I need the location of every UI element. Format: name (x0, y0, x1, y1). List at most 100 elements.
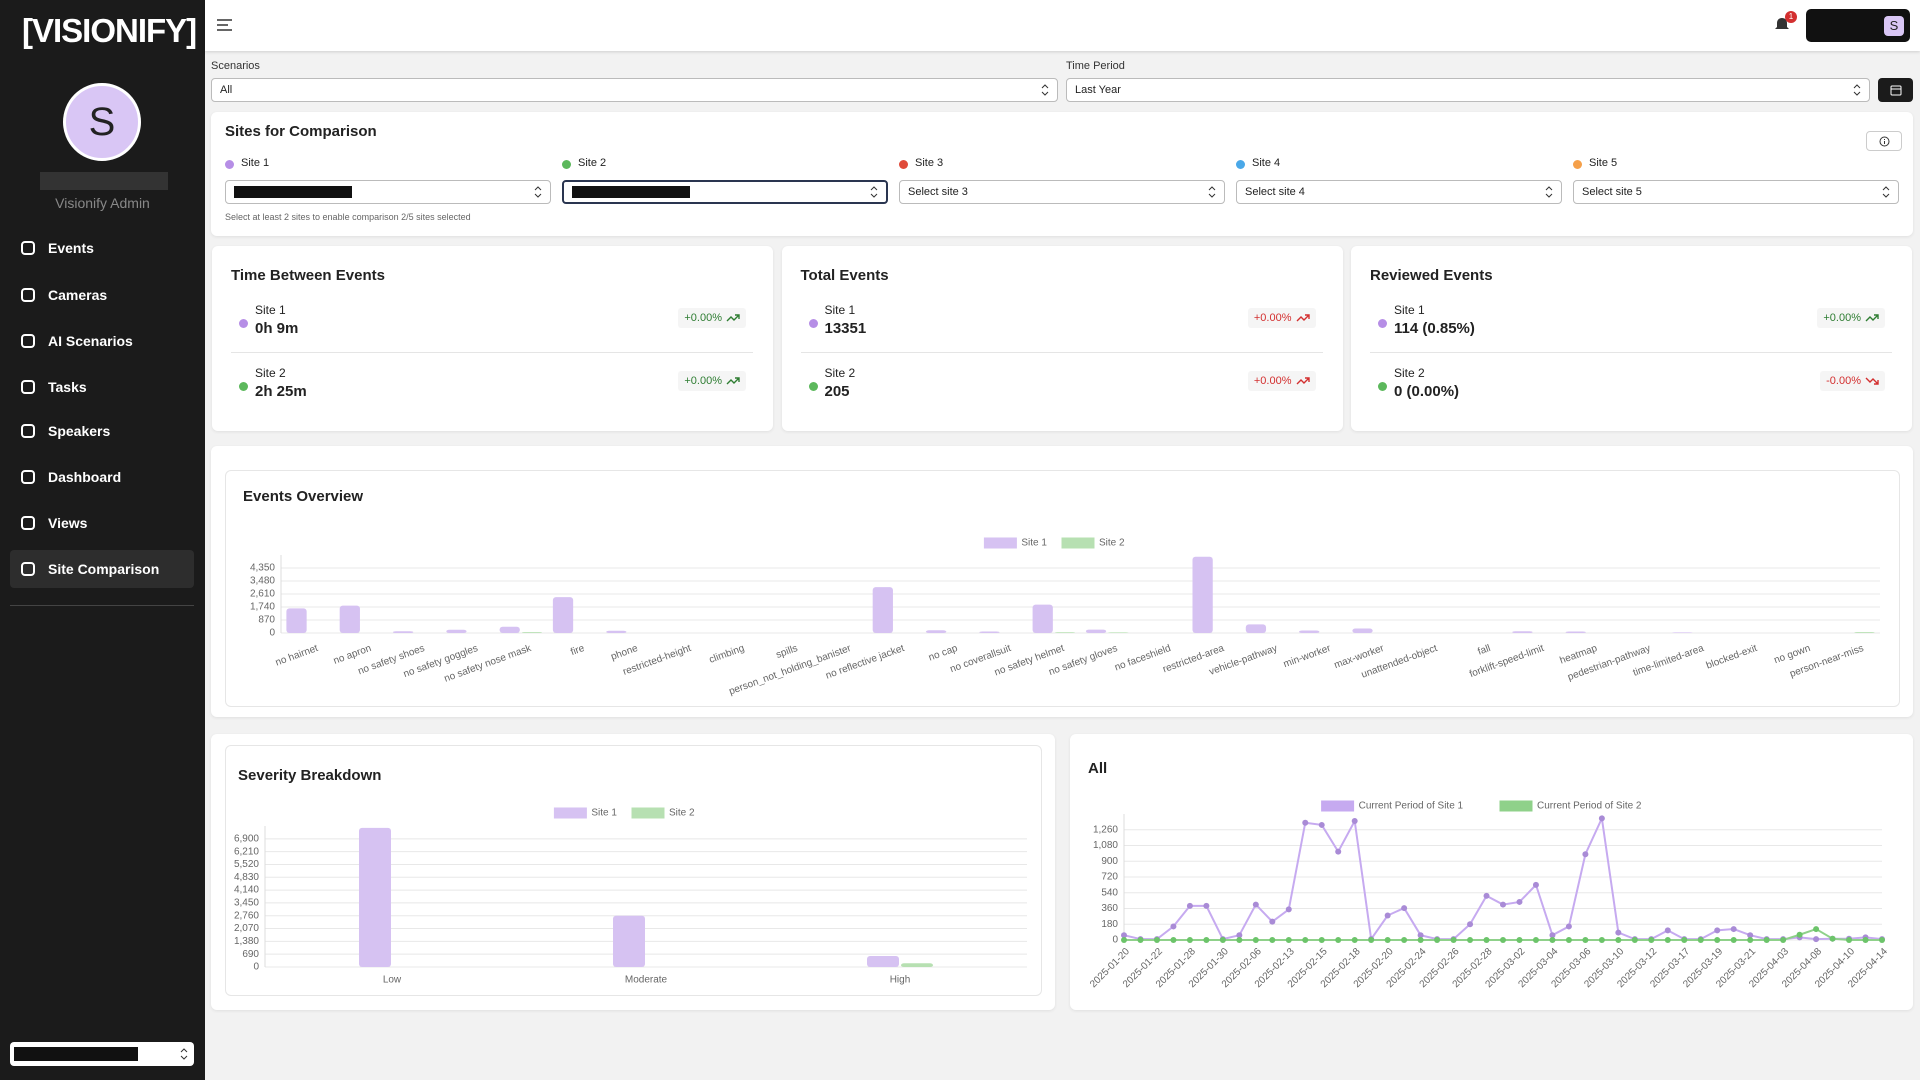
redacted (234, 186, 352, 198)
change-badge: +0.00% (678, 371, 746, 391)
nav-icon (21, 470, 35, 484)
trend-icon (726, 314, 740, 322)
chevron (1853, 84, 1861, 96)
site-select[interactable]: Select site 3 (899, 180, 1225, 204)
row-site: Site 2 (255, 366, 286, 380)
nav-item[interactable]: AI Scenarios (10, 322, 194, 360)
site-dot (808, 319, 818, 328)
row-value: 13351 (824, 320, 867, 337)
divider (800, 352, 1323, 353)
sites-card: Sites for Comparison Site 1 Site 2 Site 3 S… (211, 112, 1913, 236)
nav-icon (21, 380, 35, 394)
site-select[interactable] (562, 180, 888, 204)
nav-label: Events (48, 240, 94, 256)
nav-icon (21, 516, 35, 530)
chart-panel (225, 745, 1042, 996)
site-dot (808, 382, 818, 391)
trend-card: All (1070, 734, 1913, 1010)
nav-item[interactable]: Views (10, 504, 194, 542)
nav-icon (21, 334, 35, 348)
card-title: Total Events (800, 267, 889, 284)
site-dot (225, 160, 234, 169)
chevron (534, 186, 542, 198)
stat-card: Total Events Site 1 13351 +0.00% Site 2 205 +0… (781, 246, 1343, 431)
hint: Select at least 2 sites to enable compar… (225, 212, 471, 222)
trend-icon (1865, 377, 1879, 385)
trend-icon (1296, 314, 1310, 322)
change-text: +0.00% (684, 375, 722, 387)
nav-item[interactable]: Tasks (10, 368, 194, 406)
site-dot (1378, 382, 1387, 391)
account-avatar: S (1884, 16, 1904, 36)
nav-item[interactable]: Cameras (10, 276, 194, 314)
change-badge: +0.00% (1247, 308, 1316, 328)
header: 1 S (205, 0, 1920, 51)
events-overview-card: Events Overview (211, 446, 1913, 717)
chevron (1208, 186, 1216, 198)
nav-item[interactable]: Site Comparison (10, 550, 194, 588)
nav-icon (21, 424, 35, 438)
divider (10, 605, 194, 606)
menu-button[interactable] (217, 19, 233, 32)
nav-item[interactable]: Speakers (10, 412, 194, 450)
site-select[interactable]: Select site 4 (1236, 180, 1562, 204)
change-text: +0.00% (1253, 312, 1292, 324)
row-site: Site 1 (824, 303, 856, 317)
change-text: -0.00% (1826, 375, 1861, 387)
nav-label: Speakers (48, 423, 111, 439)
nav-label: Dashboard (48, 469, 122, 485)
bell-icon[interactable] (1775, 17, 1789, 33)
calendar-button[interactable] (1878, 78, 1913, 102)
nav-icon (21, 562, 35, 576)
site-label: Site 1 (241, 157, 270, 169)
sidebar: [VISIONIFY] S Visionify Admin Events Came… (0, 0, 205, 1080)
site-label: Site 2 (578, 157, 607, 169)
select-placeholder: Select site 3 (908, 186, 968, 198)
select-placeholder: Select site 5 (1582, 186, 1642, 198)
change-badge: +0.00% (1817, 308, 1885, 328)
scenarios-select[interactable]: All (211, 78, 1058, 102)
site-select[interactable]: Select site 5 (1573, 180, 1899, 204)
info-icon (1879, 136, 1890, 147)
org-select[interactable] (10, 1042, 194, 1066)
redacted-name (40, 172, 168, 190)
calendar-icon (1890, 85, 1902, 96)
site-select[interactable] (225, 180, 551, 204)
site-label: Site 4 (1252, 157, 1281, 169)
site-dot (899, 160, 908, 169)
site-dot (1236, 160, 1245, 169)
divider (1370, 352, 1892, 353)
row-site: Site 1 (1394, 303, 1425, 317)
notification-badge: 1 (1785, 11, 1797, 23)
stat-card: Reviewed Events Site 1 114 (0.85%) +0.00% Si… (1351, 246, 1912, 431)
row-value: 114 (0.85%) (1394, 320, 1475, 337)
time-period-select[interactable]: Last Year (1066, 78, 1870, 102)
chart-title: Severity Breakdown (238, 767, 382, 784)
nav-label: Views (48, 515, 88, 531)
select-value: All (220, 84, 233, 96)
chevron (1545, 186, 1553, 198)
nav-item[interactable]: Events (10, 229, 194, 267)
redacted (572, 186, 690, 198)
row-value: 0h 9m (255, 320, 299, 337)
account-button[interactable]: S (1806, 9, 1910, 42)
site-dot (562, 160, 571, 169)
select-placeholder: Select site 4 (1245, 186, 1305, 198)
nav-icon (21, 288, 35, 302)
chart-title: Events Overview (243, 488, 364, 505)
card-title: Sites for Comparison (225, 123, 377, 140)
logo: [VISIONIFY] (22, 12, 197, 49)
change-text: +0.00% (1253, 375, 1292, 387)
nav-item[interactable]: Dashboard (10, 458, 194, 496)
change-text: +0.00% (1823, 312, 1861, 324)
card-title: Reviewed Events (1370, 267, 1493, 284)
change-badge: -0.00% (1820, 371, 1885, 391)
row-value: 0 (0.00%) (1394, 383, 1460, 400)
nav-label: Cameras (48, 287, 108, 303)
site-dot (1378, 319, 1387, 328)
row-site: Site 2 (824, 366, 856, 380)
filter-label: Time Period (1066, 60, 1125, 72)
info-button[interactable] (1866, 131, 1902, 151)
site-dot (239, 382, 248, 391)
